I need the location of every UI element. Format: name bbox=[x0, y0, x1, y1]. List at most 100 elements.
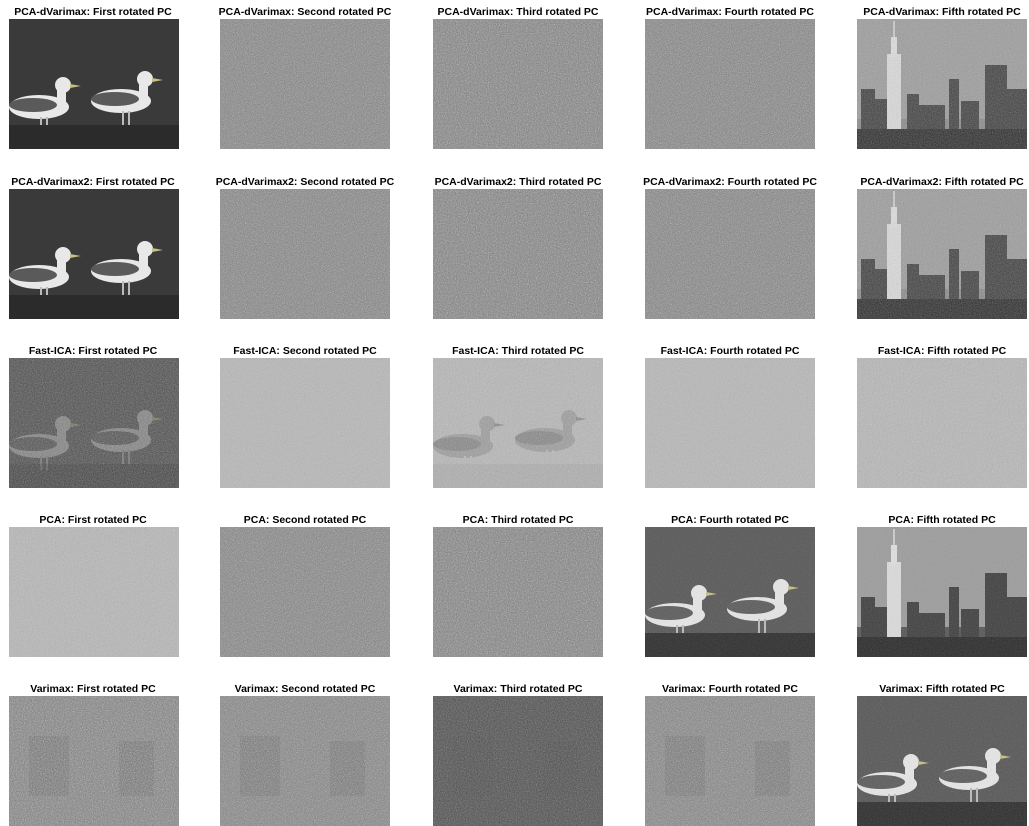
component-image-svg bbox=[433, 189, 603, 319]
panel-title: PCA: First rotated PC bbox=[39, 514, 147, 526]
panel-title: PCA-dVarimax: Fourth rotated PC bbox=[645, 6, 815, 18]
noise-texture bbox=[645, 189, 815, 319]
seagull-shape bbox=[91, 241, 163, 295]
seagull-shape bbox=[9, 77, 81, 131]
component-image bbox=[9, 527, 179, 657]
component-image bbox=[433, 19, 603, 149]
component-image bbox=[9, 189, 179, 319]
component-image bbox=[220, 189, 390, 319]
panel-title: Fast-ICA: Fifth rotated PC bbox=[877, 345, 1007, 357]
noise-texture bbox=[433, 527, 603, 657]
component-image bbox=[645, 189, 815, 319]
component-image-svg bbox=[433, 19, 603, 149]
panel-title: PCA-dVarimax2: Fifth rotated PC bbox=[860, 176, 1024, 188]
panel-title: PCA-dVarimax: Fifth rotated PC bbox=[863, 6, 1021, 18]
noise-texture bbox=[220, 19, 390, 149]
noise-texture bbox=[433, 189, 603, 319]
component-image-svg bbox=[9, 527, 179, 657]
panel-title: PCA: Third rotated PC bbox=[462, 514, 574, 526]
panel-title: PCA-dVarimax2: Second rotated PC bbox=[215, 176, 395, 188]
component-image bbox=[220, 527, 390, 657]
component-image-svg bbox=[220, 19, 390, 149]
noise-texture bbox=[220, 527, 390, 657]
noise-texture bbox=[9, 527, 179, 657]
component-image-svg bbox=[220, 358, 390, 488]
component-image-svg bbox=[645, 527, 815, 657]
panel-title: Varimax: First rotated PC bbox=[30, 683, 156, 695]
panel-title: Fast-ICA: Second rotated PC bbox=[233, 345, 377, 357]
noise-texture bbox=[220, 696, 390, 826]
component-image bbox=[433, 696, 603, 826]
component-image bbox=[9, 358, 179, 488]
noise-texture bbox=[857, 19, 1027, 149]
panel-title: Fast-ICA: Fourth rotated PC bbox=[660, 345, 800, 357]
component-image bbox=[9, 19, 179, 149]
component-image-svg bbox=[857, 19, 1027, 149]
noise-texture bbox=[645, 527, 815, 657]
seagull-shape bbox=[9, 247, 81, 301]
component-image bbox=[9, 696, 179, 826]
component-image bbox=[857, 696, 1027, 826]
component-image bbox=[220, 696, 390, 826]
panel-title: Fast-ICA: Third rotated PC bbox=[452, 345, 584, 357]
component-image-svg bbox=[220, 189, 390, 319]
component-image bbox=[645, 696, 815, 826]
noise-texture bbox=[857, 189, 1027, 319]
component-image bbox=[433, 527, 603, 657]
component-image-svg bbox=[433, 358, 603, 488]
noise-texture bbox=[645, 358, 815, 488]
component-image-svg bbox=[9, 189, 179, 319]
component-image-svg bbox=[645, 189, 815, 319]
component-image-svg bbox=[9, 19, 179, 149]
panel-title: PCA-dVarimax: First rotated PC bbox=[14, 6, 172, 18]
component-image bbox=[857, 527, 1027, 657]
component-image-svg bbox=[9, 696, 179, 826]
panel-title: Varimax: Fourth rotated PC bbox=[662, 683, 798, 695]
noise-texture bbox=[220, 358, 390, 488]
component-image-svg bbox=[220, 696, 390, 826]
noise-texture bbox=[433, 19, 603, 149]
panel-title: PCA-dVarimax: Third rotated PC bbox=[437, 6, 599, 18]
component-image bbox=[857, 189, 1027, 319]
panel-title: Varimax: Second rotated PC bbox=[234, 683, 376, 695]
noise-texture bbox=[645, 19, 815, 149]
panel-title: PCA-dVarimax: Second rotated PC bbox=[218, 6, 392, 18]
panel-title: PCA-dVarimax2: First rotated PC bbox=[11, 176, 175, 188]
component-image-svg bbox=[645, 696, 815, 826]
component-image bbox=[433, 358, 603, 488]
noise-texture bbox=[857, 696, 1027, 826]
component-image bbox=[857, 358, 1027, 488]
panel-title: PCA: Fourth rotated PC bbox=[671, 514, 789, 526]
panel-title: PCA: Fifth rotated PC bbox=[888, 514, 996, 526]
component-image-svg bbox=[857, 358, 1027, 488]
component-image bbox=[857, 19, 1027, 149]
component-image bbox=[220, 358, 390, 488]
component-image-svg bbox=[433, 696, 603, 826]
component-image bbox=[433, 189, 603, 319]
noise-texture bbox=[645, 696, 815, 826]
component-image-svg bbox=[433, 527, 603, 657]
seagull-shape bbox=[91, 71, 163, 125]
component-image bbox=[645, 358, 815, 488]
component-image-svg bbox=[857, 527, 1027, 657]
post-shape bbox=[9, 295, 179, 319]
component-image bbox=[645, 19, 815, 149]
component-image bbox=[645, 527, 815, 657]
component-image bbox=[220, 19, 390, 149]
noise-texture bbox=[857, 527, 1027, 657]
noise-texture bbox=[857, 358, 1027, 488]
component-image-svg bbox=[220, 527, 390, 657]
component-image-svg bbox=[645, 19, 815, 149]
noise-texture bbox=[433, 696, 603, 826]
component-image-svg bbox=[645, 358, 815, 488]
noise-texture bbox=[220, 189, 390, 319]
component-image-svg bbox=[857, 696, 1027, 826]
panel-title: Fast-ICA: First rotated PC bbox=[28, 345, 158, 357]
noise-texture bbox=[433, 358, 603, 488]
panel-title: PCA-dVarimax2: Fourth rotated PC bbox=[643, 176, 817, 188]
noise-texture bbox=[9, 358, 179, 488]
panel-title: PCA: Second rotated PC bbox=[243, 514, 367, 526]
panel-title: PCA-dVarimax2: Third rotated PC bbox=[434, 176, 602, 188]
component-image-svg bbox=[9, 358, 179, 488]
post-shape bbox=[9, 125, 179, 149]
